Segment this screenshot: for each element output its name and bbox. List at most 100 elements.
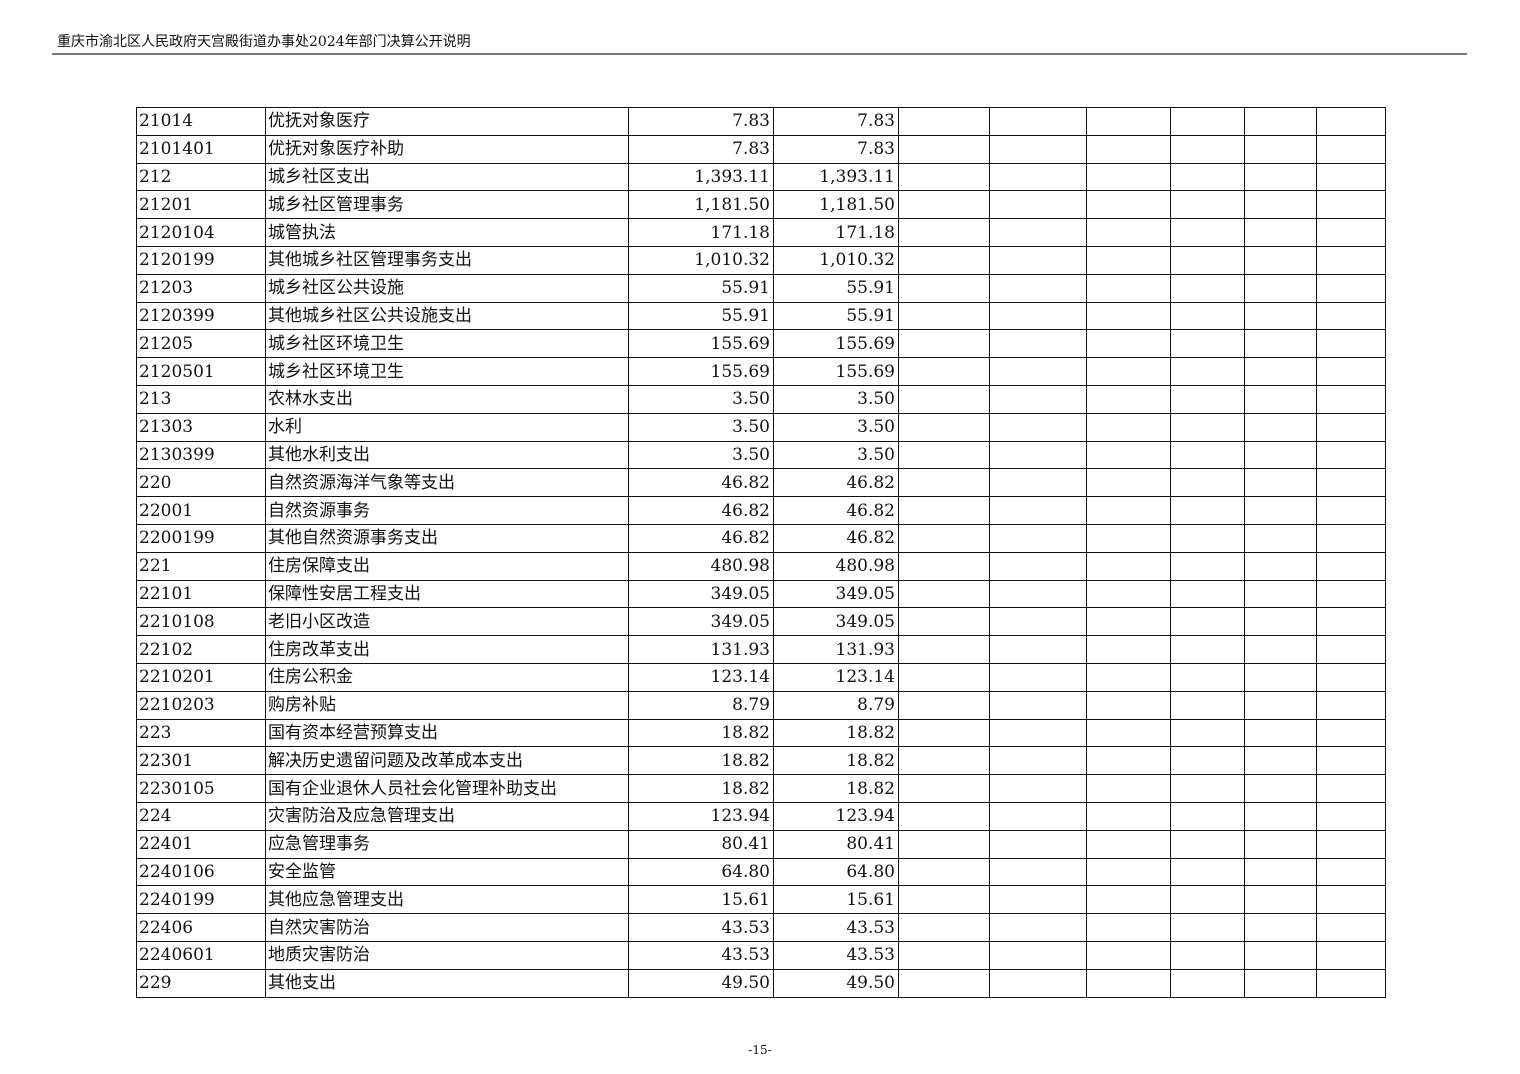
cell-name: 住房保障支出: [265, 551, 629, 581]
cell-empty: [898, 774, 990, 803]
cell-amount-basic: 7.83: [773, 107, 899, 136]
cell-code: 2120199: [136, 245, 266, 275]
cell-code: 223: [136, 718, 266, 748]
cell-empty: [1086, 607, 1171, 637]
cell-empty: [1086, 218, 1171, 247]
cell-code: 21201: [136, 190, 266, 220]
cell-empty: [989, 607, 1087, 637]
cell-empty: [898, 940, 990, 970]
cell-empty: [1170, 801, 1245, 831]
cell-empty: [1170, 940, 1245, 970]
cell-amount-basic: 55.91: [773, 273, 899, 303]
table-row: 22301 解决历史遗留问题及改革成本支出 18.82 18.82: [136, 746, 1386, 776]
cell-amount-total: 7.83: [628, 107, 774, 136]
cell-name: 其他城乡社区管理事务支出: [265, 245, 629, 275]
cell-empty: [1086, 829, 1171, 859]
cell-empty: [1244, 746, 1317, 776]
cell-empty: [989, 190, 1087, 220]
cell-empty: [989, 496, 1087, 525]
cell-empty: [989, 913, 1087, 942]
cell-amount-basic: 43.53: [773, 913, 899, 942]
cell-empty: [1086, 579, 1171, 609]
cell-empty: [1316, 134, 1386, 164]
cell-empty: [989, 774, 1087, 803]
cell-name: 优抚对象医疗: [265, 107, 629, 136]
cell-code: 2240601: [136, 940, 266, 970]
table-row: 229 其他支出 49.50 49.50: [136, 968, 1386, 998]
cell-empty: [1170, 662, 1245, 692]
cell-amount-total: 155.69: [628, 357, 774, 386]
cell-empty: [1244, 190, 1317, 220]
cell-amount-basic: 49.50: [773, 968, 899, 998]
cell-empty: [1086, 885, 1171, 915]
cell-code: 22401: [136, 829, 266, 859]
cell-empty: [1244, 940, 1317, 970]
cell-amount-basic: 1,010.32: [773, 245, 899, 275]
table-row: 22102 住房改革支出 131.93 131.93: [136, 635, 1386, 664]
cell-empty: [1086, 523, 1171, 553]
cell-amount-basic: 349.05: [773, 579, 899, 609]
cell-amount-total: 349.05: [628, 607, 774, 637]
cell-amount-total: 18.82: [628, 774, 774, 803]
cell-empty: [898, 134, 990, 164]
cell-code: 22301: [136, 746, 266, 776]
cell-code: 212: [136, 162, 266, 192]
cell-name: 自然资源事务: [265, 496, 629, 525]
cell-amount-total: 18.82: [628, 746, 774, 776]
cell-empty: [1170, 412, 1245, 442]
cell-empty: [989, 968, 1087, 998]
cell-empty: [1316, 746, 1386, 776]
table-row: 22401 应急管理事务 80.41 80.41: [136, 829, 1386, 859]
cell-empty: [1316, 496, 1386, 525]
table-row: 2230105 国有企业退休人员社会化管理补助支出 18.82 18.82: [136, 774, 1386, 803]
cell-amount-basic: 3.50: [773, 384, 899, 414]
cell-amount-total: 55.91: [628, 273, 774, 303]
table-row: 2210201 住房公积金 123.14 123.14: [136, 662, 1386, 692]
cell-empty: [1244, 412, 1317, 442]
cell-empty: [1170, 329, 1245, 359]
cell-name: 安全监管: [265, 857, 629, 887]
cell-name: 城乡社区支出: [265, 162, 629, 192]
cell-code: 229: [136, 968, 266, 998]
cell-name: 城乡社区公共设施: [265, 273, 629, 303]
cell-empty: [898, 662, 990, 692]
cell-empty: [1316, 857, 1386, 887]
cell-empty: [1244, 857, 1317, 887]
cell-empty: [1170, 690, 1245, 720]
cell-empty: [989, 551, 1087, 581]
table-row: 220 自然资源海洋气象等支出 46.82 46.82: [136, 468, 1386, 498]
cell-empty: [1316, 607, 1386, 637]
cell-empty: [1170, 718, 1245, 748]
cell-empty: [1316, 412, 1386, 442]
cell-amount-basic: 123.14: [773, 662, 899, 692]
cell-amount-total: 3.50: [628, 440, 774, 470]
cell-empty: [898, 245, 990, 275]
cell-amount-total: 43.53: [628, 913, 774, 942]
cell-amount-basic: 46.82: [773, 523, 899, 553]
cell-empty: [989, 523, 1087, 553]
cell-empty: [1316, 107, 1386, 136]
cell-empty: [1316, 440, 1386, 470]
cell-empty: [898, 690, 990, 720]
cell-empty: [1170, 190, 1245, 220]
cell-empty: [898, 440, 990, 470]
cell-amount-total: 46.82: [628, 496, 774, 525]
cell-empty: [1244, 829, 1317, 859]
cell-amount-basic: 131.93: [773, 635, 899, 664]
cell-amount-basic: 18.82: [773, 718, 899, 748]
cell-code: 213: [136, 384, 266, 414]
cell-empty: [898, 801, 990, 831]
cell-code: 2101401: [136, 134, 266, 164]
cell-amount-basic: 7.83: [773, 134, 899, 164]
cell-empty: [1244, 273, 1317, 303]
cell-code: 22101: [136, 579, 266, 609]
cell-empty: [1244, 162, 1317, 192]
cell-empty: [1086, 301, 1171, 331]
cell-code: 2210108: [136, 607, 266, 637]
table-row: 21201 城乡社区管理事务 1,181.50 1,181.50: [136, 190, 1386, 220]
cell-code: 21303: [136, 412, 266, 442]
cell-empty: [1086, 496, 1171, 525]
cell-empty: [1086, 329, 1171, 359]
cell-empty: [989, 440, 1087, 470]
cell-empty: [1316, 551, 1386, 581]
